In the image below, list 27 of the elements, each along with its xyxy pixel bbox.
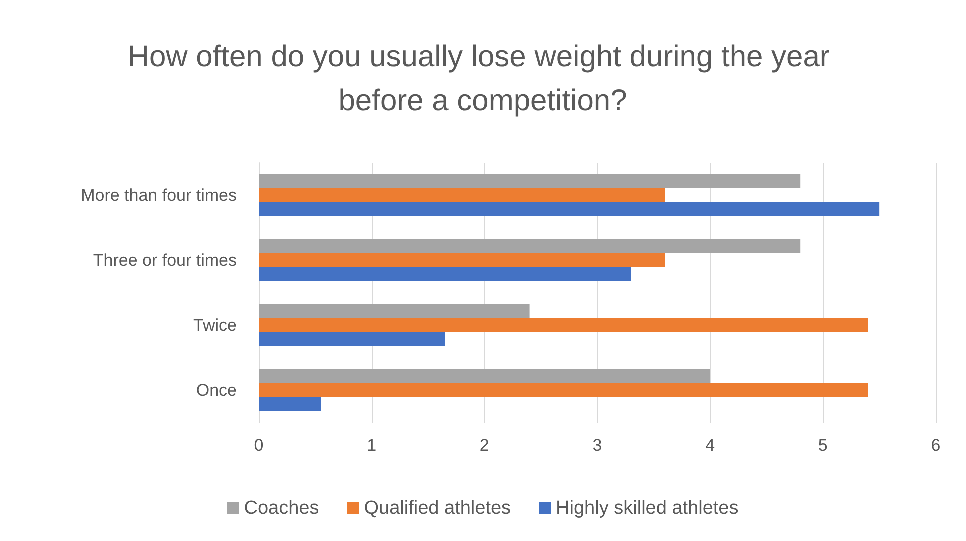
bar	[259, 384, 868, 398]
legend-label: Qualified athletes	[364, 498, 512, 519]
bar	[259, 240, 801, 254]
x-tick-label: 2	[480, 436, 490, 455]
bar	[259, 202, 880, 216]
x-tick-label: 4	[706, 436, 716, 455]
x-tick-label: 1	[367, 436, 377, 455]
legend-label: Coaches	[244, 498, 320, 519]
bar	[259, 370, 710, 384]
bar	[259, 268, 632, 282]
bar	[259, 254, 666, 268]
bar	[259, 188, 666, 202]
bar	[259, 304, 530, 318]
y-tick-label: Twice	[194, 316, 237, 335]
bar	[259, 398, 322, 412]
legend-label: Highly skilled athletes	[556, 498, 739, 519]
y-tick-label: Once	[196, 381, 237, 400]
bar	[259, 174, 801, 188]
y-tick-label: Three or four times	[93, 251, 237, 270]
x-tick-label: 3	[592, 436, 602, 455]
x-tick-label: 5	[818, 436, 828, 455]
y-tick-label: More than four times	[81, 186, 237, 205]
bar	[259, 318, 868, 332]
chart-title: How often do you usually lose weight during the year before a competition?	[128, 40, 838, 118]
x-tick-label: 0	[254, 436, 264, 455]
x-tick-label: 6	[931, 436, 941, 455]
bar	[259, 332, 446, 346]
